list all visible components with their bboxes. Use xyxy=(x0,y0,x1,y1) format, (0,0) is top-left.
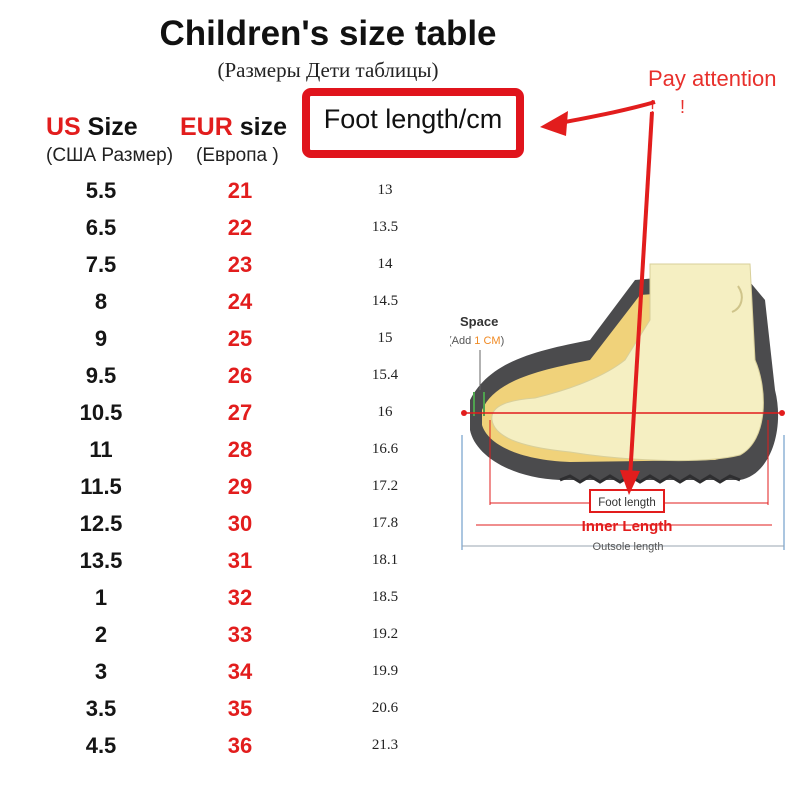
page-title: Children's size table xyxy=(159,14,497,53)
foot-length-cell: 18.5 xyxy=(371,589,399,605)
add-suffix: ) xyxy=(501,335,505,347)
us-size-cell: 3.5 xyxy=(85,696,117,721)
arrow-to-header-head xyxy=(540,111,568,136)
us-size-header-red: US xyxy=(46,113,81,141)
add-prefix: (Add xyxy=(450,335,474,347)
eur-size-cell: 25 xyxy=(227,326,253,351)
shoe-measurement-diagram: Space (Add 1 CM) Foot length Inner Lengt… xyxy=(450,263,785,553)
eur-size-header-rest: size xyxy=(232,113,287,141)
us-size-header: US Size xyxy=(46,113,138,142)
foot-length-cell: 16 xyxy=(377,404,393,420)
eur-size-cell: 35 xyxy=(227,696,253,721)
heel-dot xyxy=(779,410,785,416)
foot-length-cell: 15.4 xyxy=(371,367,399,383)
us-size-cell: 3 xyxy=(94,659,108,684)
us-size-cell: 5.5 xyxy=(85,178,117,203)
foot-length-cell: 20.6 xyxy=(371,700,399,716)
foot-length-cell: 19.2 xyxy=(371,626,399,642)
toe-dot xyxy=(461,410,467,416)
foot-length-cell: 18.1 xyxy=(371,552,399,568)
foot-shape xyxy=(491,263,764,462)
eur-size-cell: 24 xyxy=(227,289,253,314)
foot-length-highlight-box xyxy=(302,88,524,158)
eur-size-cell: 31 xyxy=(227,548,253,573)
foot-length-cell: 13.5 xyxy=(371,219,399,235)
add-value: 1 CM xyxy=(474,335,500,347)
outsole-length-label: Outsole length xyxy=(593,541,664,553)
us-size-cell: 12.5 xyxy=(79,511,123,536)
foot-length-cell: 13 xyxy=(377,182,393,198)
eur-size-cell: 32 xyxy=(227,585,253,610)
eur-size-subheader: (Европа ) xyxy=(196,145,279,166)
eur-size-cell: 21 xyxy=(227,178,253,203)
add-cm-label: (Add 1 CM) xyxy=(450,335,504,347)
pay-attention-note: Pay attention xyxy=(648,66,777,91)
eur-size-cell: 30 xyxy=(227,511,253,536)
us-size-cell: 11.5 xyxy=(80,474,122,499)
eur-size-cell: 36 xyxy=(227,733,253,758)
us-size-subheader: (США Размер) xyxy=(46,145,174,166)
space-label: Space xyxy=(460,314,498,329)
us-size-cell: 13.5 xyxy=(79,548,123,573)
us-size-cell: 11 xyxy=(89,437,113,462)
us-size-cell: 10.5 xyxy=(79,400,123,425)
eur-size-cell: 34 xyxy=(227,659,253,684)
us-size-cell: 2 xyxy=(94,622,108,647)
us-size-cell: 9 xyxy=(94,326,108,351)
eur-size-cell: 33 xyxy=(227,622,253,647)
foot-length-cell: 17.2 xyxy=(371,478,399,494)
foot-length-label: Foot length xyxy=(598,497,656,509)
eur-size-cell: 29 xyxy=(227,474,253,499)
eur-size-header: EUR size xyxy=(180,113,287,142)
us-size-cell: 8 xyxy=(94,289,108,314)
us-size-cell: 6.5 xyxy=(85,215,117,240)
eur-size-cell: 26 xyxy=(227,363,253,388)
us-size-cell: 4.5 xyxy=(85,733,117,758)
arrow-to-header xyxy=(554,100,656,126)
us-size-header-rest: Size xyxy=(80,113,138,141)
foot-length-cell: 21.3 xyxy=(371,737,399,753)
eur-size-cell: 27 xyxy=(227,400,253,425)
us-size-cell: 1 xyxy=(94,585,108,610)
page-subtitle: (Размеры Дети таблицы) xyxy=(217,58,439,82)
eur-size-cell: 23 xyxy=(227,252,253,277)
us-size-cell: 9.5 xyxy=(85,363,117,388)
pay-attention-marks: ! ! xyxy=(650,97,696,117)
eur-size-header-red: EUR xyxy=(180,113,233,141)
foot-length-cell: 16.6 xyxy=(371,441,399,457)
foot-length-cell: 19.9 xyxy=(371,663,399,679)
inner-length-label: Inner Length xyxy=(582,518,673,535)
foot-length-cell: 17.8 xyxy=(371,515,399,531)
foot-length-cell: 14.5 xyxy=(371,293,399,309)
foot-length-cell: 14 xyxy=(377,256,393,272)
us-size-cell: 7.5 xyxy=(85,252,117,277)
foot-length-cell: 15 xyxy=(377,330,393,346)
foot-length-header: Foot length/cm xyxy=(323,104,503,134)
eur-size-cell: 22 xyxy=(227,215,253,240)
ankle-curve xyxy=(731,285,743,313)
eur-size-cell: 28 xyxy=(227,437,253,462)
